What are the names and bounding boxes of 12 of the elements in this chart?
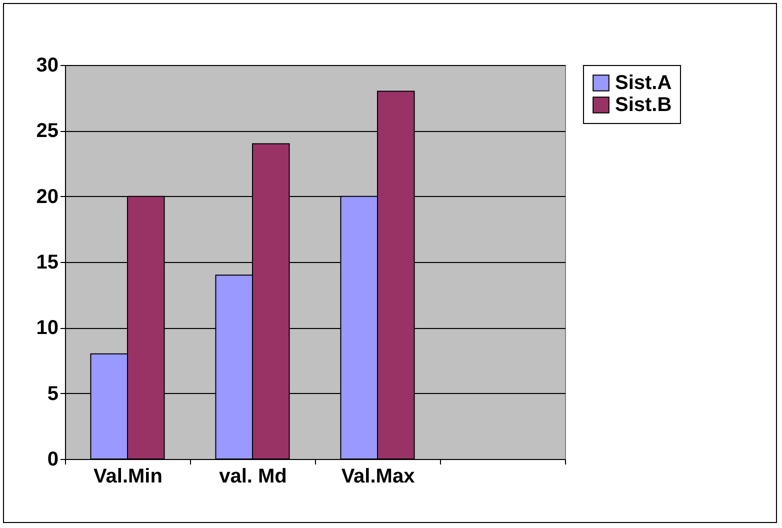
y-tick-label: 10: [36, 317, 58, 340]
x-tick-label: Val.Max: [341, 466, 415, 488]
x-tick-label: val. Md: [219, 466, 287, 488]
legend-label: Sist.B: [615, 94, 672, 116]
y-tick-label: 25: [36, 120, 58, 142]
legend-label: Sist.A: [615, 72, 672, 94]
x-tick-label: Val.Min: [94, 466, 162, 488]
y-tick-label: 30: [36, 54, 58, 76]
y-tick-label: 20: [36, 186, 58, 208]
y-tick-label: 0: [47, 448, 58, 470]
y-tick-label: 5: [47, 382, 58, 405]
y-tick-label: 15: [36, 252, 58, 274]
